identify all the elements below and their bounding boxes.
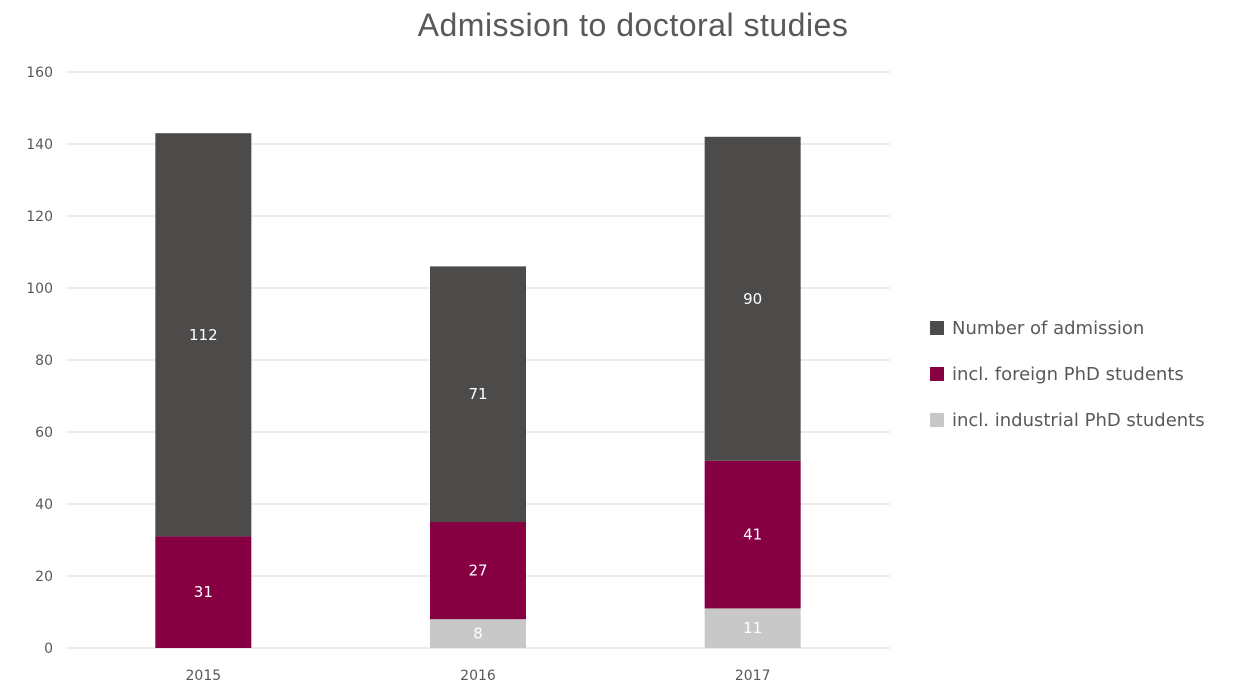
data-label: 11 <box>743 619 762 637</box>
legend: Number of admission incl. foreign PhD stu… <box>930 318 1205 431</box>
x-tick-label: 2015 <box>186 668 222 684</box>
y-axis-ticks: 0 20 40 60 80 100 120 140 160 <box>26 65 53 657</box>
y-tick-label: 140 <box>26 137 53 153</box>
bars <box>155 133 801 648</box>
bar-segment <box>155 536 252 648</box>
y-tick-label: 20 <box>35 569 53 585</box>
legend-label: incl. industrial PhD students <box>952 410 1205 431</box>
bar-segment <box>704 608 801 648</box>
y-tick-label: 120 <box>26 209 53 225</box>
legend-swatch <box>930 321 944 335</box>
data-labels: 31 112 8 27 71 11 41 90 <box>189 290 762 643</box>
bar-segment <box>704 136 801 461</box>
x-tick-label: 2016 <box>460 668 496 684</box>
y-tick-label: 40 <box>35 497 53 513</box>
x-axis-ticks: 2015 2016 2017 <box>186 668 771 684</box>
data-label: 71 <box>468 385 487 403</box>
y-tick-label: 0 <box>44 641 53 657</box>
y-tick-label: 160 <box>26 65 53 81</box>
legend-swatch <box>930 367 944 381</box>
data-label: 90 <box>743 290 762 308</box>
y-tick-label: 80 <box>35 353 53 369</box>
y-tick-label: 100 <box>26 281 53 297</box>
bar-segment <box>704 460 801 609</box>
data-label: 112 <box>189 326 218 344</box>
data-label: 27 <box>468 562 487 580</box>
bar-segment <box>430 266 526 522</box>
legend-label: Number of admission <box>952 318 1144 339</box>
data-label: 41 <box>743 526 762 544</box>
x-tick-label: 2017 <box>735 668 771 684</box>
chart-title: Admission to doctoral studies <box>418 7 849 43</box>
legend-label: incl. foreign PhD students <box>952 364 1184 385</box>
bar-segment <box>430 522 526 620</box>
legend-swatch <box>930 413 944 427</box>
data-label: 8 <box>473 625 483 643</box>
bar-segment <box>155 133 252 537</box>
data-label: 31 <box>194 583 213 601</box>
y-tick-label: 60 <box>35 425 53 441</box>
bar-segment <box>430 619 526 648</box>
